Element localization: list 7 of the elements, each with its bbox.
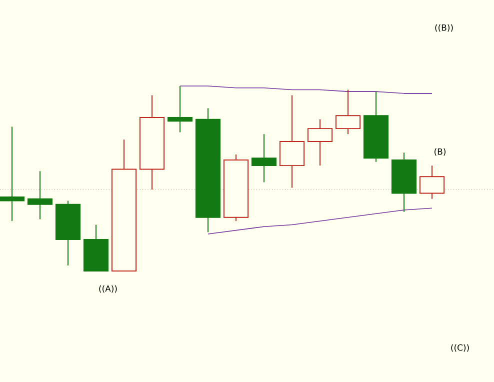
- text: ((A)): [99, 285, 117, 293]
- candlestick: [167, 86, 193, 133]
- annotation: (B): [434, 148, 446, 156]
- text: ((B)): [435, 24, 453, 32]
- text: ((C)): [451, 344, 469, 352]
- candlestick: [0, 126, 25, 222]
- candlestick: [27, 170, 53, 220]
